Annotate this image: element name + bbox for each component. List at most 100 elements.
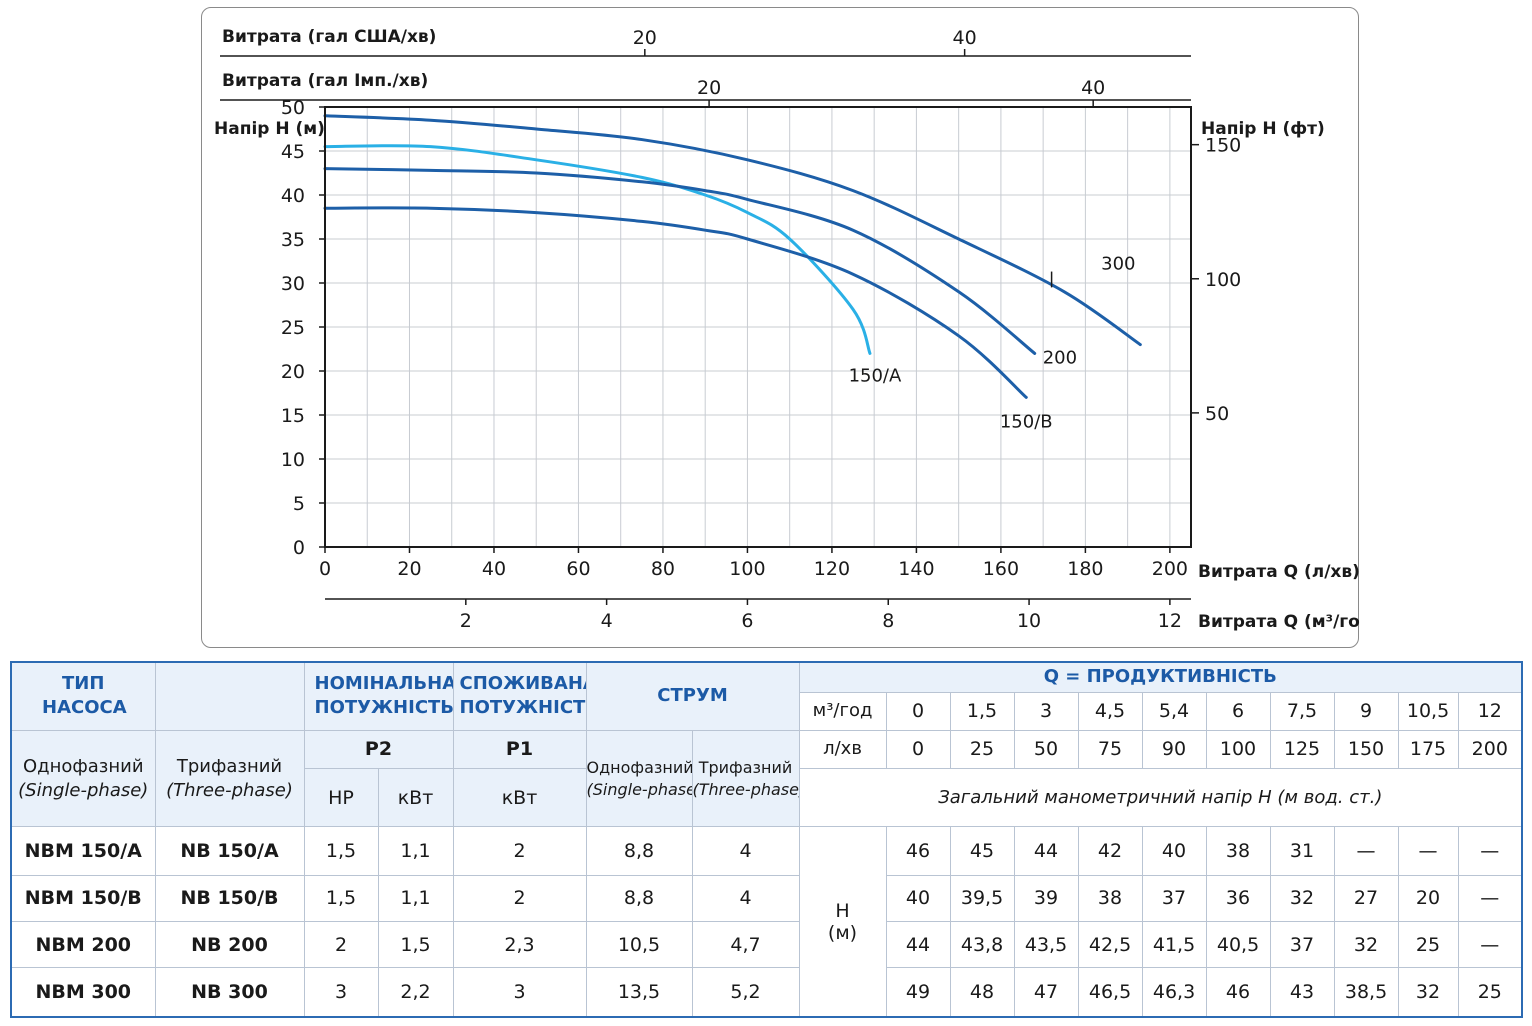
head-cell: 32 [1269,874,1335,922]
three-model: NB 300 [154,967,305,1018]
head-cell: 38 [1205,826,1271,876]
head-cell: 48 [949,967,1015,1018]
head-cell: 39,5 [949,874,1015,922]
current-three-cell: 4 [691,874,800,922]
three-phase-label: Трифазний [176,755,283,777]
p1-kw-header: кВт [452,768,587,828]
hp-cell: 1,5 [303,874,379,922]
head-cell: 37 [1141,874,1207,922]
kw-cell: 1,5 [377,920,454,969]
p1-cell: 2 [452,826,587,876]
current-three-cell: 5,2 [691,967,800,1018]
head-cell: 46 [885,826,951,876]
q-lmin-cell: 175 [1397,729,1459,770]
curves [323,114,1142,399]
head-cell: 40,5 [1205,920,1271,969]
head-cell: 25 [1397,920,1459,969]
x-tick-label: 100 [729,558,765,580]
single-phase-en: (Single-phase) [18,779,149,801]
current-three-cell: 4 [691,826,800,876]
nominal-power-header: НОМІНАЛЬНА ПОТУЖНІСТЬ [303,661,454,731]
single-model: NBM 150/A [10,826,156,876]
y-tick-label: 30 [281,273,305,295]
unit-m3h: м³/год [798,691,887,731]
head-cell: — [1457,826,1523,876]
current-single-header: Однофазний (Single-phase) [585,729,693,828]
us-gal-tick-label: 40 [953,27,977,49]
head-cell: 49 [885,967,951,1018]
head-cell: — [1333,826,1399,876]
productivity-header: Q = ПРОДУКТИВНІСТЬ [798,661,1523,693]
p2-header: P2 [303,729,454,770]
current-three-en: (Three-phase) [692,779,800,799]
x-tick-label: 80 [651,558,675,580]
x-tick-label: 120 [814,558,850,580]
head-cell: 31 [1269,826,1335,876]
head-note: Загальний манометричний напір H (м вод. … [798,768,1523,828]
head-cell: — [1457,920,1523,969]
us-gal-tick-label: 20 [633,27,657,49]
single-phase-label: Однофазний [22,755,144,777]
m3h-tick-label: 4 [601,610,613,632]
p1-cell: 2,3 [452,920,587,969]
p1-header: P1 [452,729,587,770]
kw-cell: 1,1 [377,874,454,922]
q-m3h-cell: 10,5 [1397,691,1459,731]
right-tick-label: 150 [1205,135,1241,157]
y-tick-label: 20 [281,361,305,383]
q-m3h-cell: 6 [1205,691,1271,731]
x-tick-label: 160 [983,558,1019,580]
head-cell: 42,5 [1077,920,1143,969]
axes: 0 5 10 15 20 25 30 35 40 45 50 0 20 40 60 80 100 120 140 16… [220,27,1241,632]
q-lmin-cell: 90 [1141,729,1207,770]
hp-header: HP [303,768,379,828]
head-cell: 38 [1077,874,1143,922]
q-m3h-cell: 4,5 [1077,691,1143,731]
q-lmin-cell: 150 [1333,729,1399,770]
head-cell: 46 [1205,967,1271,1018]
curve-label: 300 [1101,254,1135,275]
h-label: H [835,899,850,922]
head-cell: 47 [1013,967,1079,1018]
kw-header: кВт [377,768,454,828]
curve-label: 150/A [849,365,902,386]
head-cell: 44 [885,920,951,969]
x-tick-label: 60 [566,558,590,580]
x-tick-label: 200 [1152,558,1188,580]
imp-gal-axis-title: Витрата (гал Імп./хв) [222,71,428,91]
pump-specs-table: ТИП НАСОСА НОМІНАЛЬНА ПОТУЖНІСТЬ СПОЖИВА… [10,661,1524,1018]
current-single-cell: 13,5 [585,967,693,1018]
y-tick-label: 5 [293,493,305,515]
chart-panel: 0 5 10 15 20 25 30 35 40 45 50 0 20 40 60 80 100 120 140 16… [201,7,1360,648]
current-single-cell: 10,5 [585,920,693,969]
head-cell: 40 [885,874,951,922]
right-axis-title: Напір H (фт) [1201,119,1325,139]
pump-curve-chart: 0 5 10 15 20 25 30 35 40 45 50 0 20 40 60 80 100 120 140 16… [214,27,1360,632]
single-model: NBM 200 [10,920,156,969]
q-m3h-cell: 12 [1457,691,1523,731]
grid [325,107,1191,547]
head-cell: 44 [1013,826,1079,876]
head-cell: — [1397,826,1459,876]
current-single-cell: 8,8 [585,874,693,922]
kw-cell: 1,1 [377,826,454,876]
head-cell: 45 [949,826,1015,876]
p1-cell: 3 [452,967,587,1018]
curve-200 [323,167,1037,355]
q-lmin-cell: 0 [885,729,951,770]
curve-label: 150/B [1000,411,1053,432]
y-tick-label: 15 [281,405,305,427]
q-lmin-cell: 50 [1013,729,1079,770]
current-single-label: Однофазний [586,757,692,777]
curve-150-b [323,206,1028,399]
x-tick-label: 20 [397,558,421,580]
y-tick-label: 10 [281,449,305,471]
right-tick-label: 50 [1205,403,1229,425]
hp-cell: 3 [303,967,379,1018]
head-cell: 40 [1141,826,1207,876]
current-single-cell: 8,8 [585,826,693,876]
single-phase-header: Однофазний (Single-phase) [10,729,156,828]
head-cell: — [1457,874,1523,922]
current-three-label: Трифазний [698,757,793,777]
imp-gal-tick-label: 20 [697,77,721,99]
